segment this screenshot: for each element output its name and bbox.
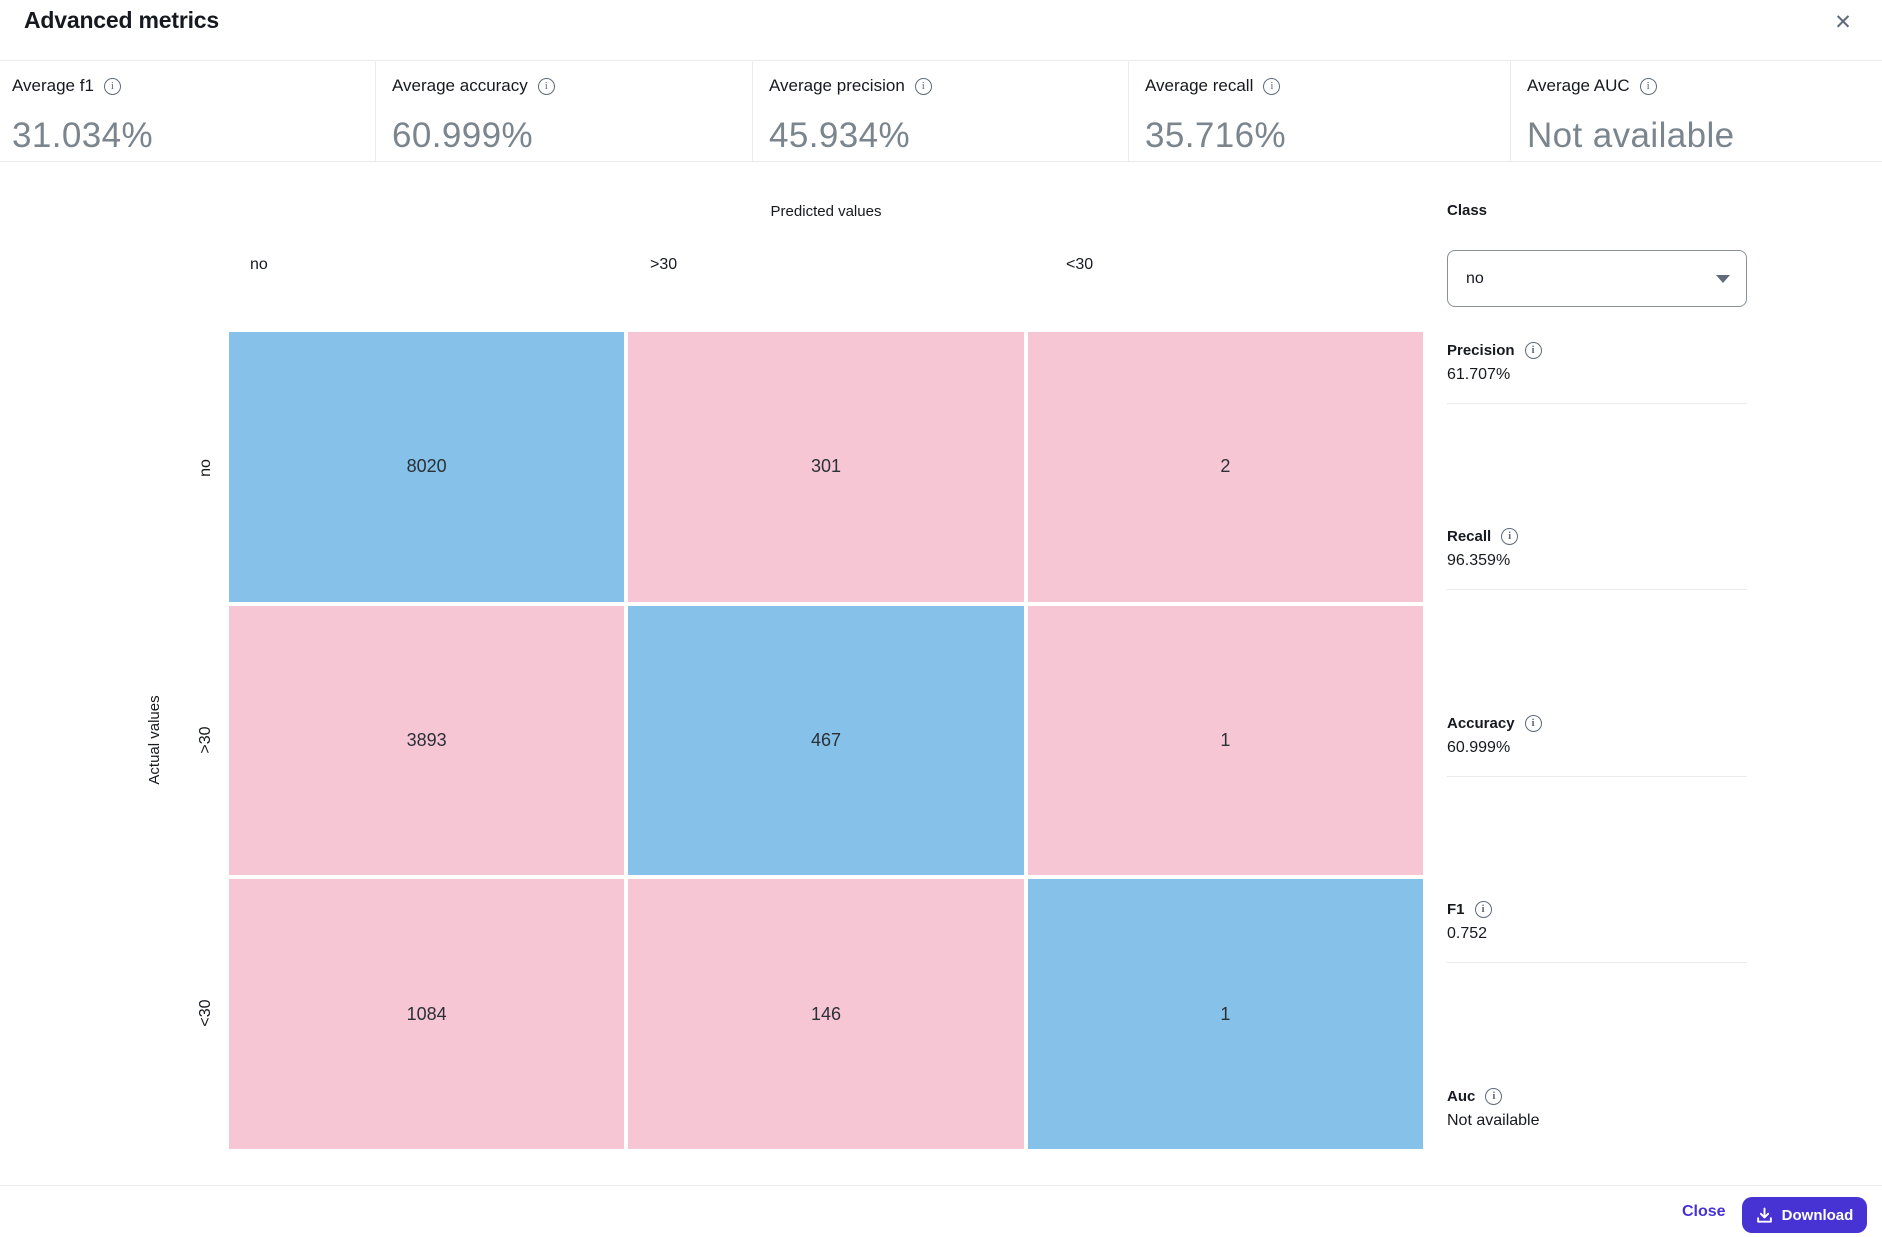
info-icon[interactable]: i: [1501, 528, 1519, 545]
download-icon: [1756, 1207, 1772, 1223]
metric-card-label: Average recall: [1145, 76, 1254, 95]
metric-card-value: 35.716%: [1145, 116, 1286, 155]
sidebar-metric: Precision i 61.707%: [1447, 342, 1747, 412]
sidebar-metric-value: 96.359%: [1447, 552, 1511, 569]
actual-values-axis-label: Actual values: [146, 695, 163, 785]
info-icon[interactable]: i: [1639, 77, 1657, 95]
metric-card-label: Average precision: [769, 76, 905, 95]
matrix-cell: 146: [628, 879, 1024, 1149]
info-icon[interactable]: i: [1524, 342, 1542, 359]
metric-card: Average f1 i 31.034%: [0, 61, 375, 161]
info-icon[interactable]: i: [1524, 715, 1542, 732]
info-icon[interactable]: i: [1485, 1088, 1503, 1105]
sidebar-divider: [1447, 589, 1747, 590]
chevron-down-icon: [1716, 274, 1730, 283]
metric-card: Average accuracy i 60.999%: [375, 61, 752, 161]
column-label: no: [250, 256, 268, 273]
info-icon[interactable]: i: [1263, 77, 1281, 95]
class-dropdown[interactable]: no: [1447, 250, 1747, 307]
sidebar-metric: Accuracy i 60.999%: [1447, 715, 1747, 785]
sidebar-metric-label: Precision: [1447, 342, 1515, 359]
sidebar-divider: [1447, 776, 1747, 777]
metric-card: Average AUC i Not available: [1510, 61, 1882, 161]
metric-card-value: Not available: [1527, 116, 1735, 155]
matrix-cell: 2: [1027, 332, 1423, 602]
sidebar-metric-value: Not available: [1447, 1112, 1540, 1129]
matrix-cell: 3893: [229, 605, 625, 876]
page-title: Advanced metrics: [24, 7, 219, 33]
metric-card-value: 60.999%: [392, 116, 533, 155]
info-icon[interactable]: i: [1474, 901, 1492, 918]
download-button[interactable]: Download: [1742, 1197, 1867, 1233]
sidebar-divider: [1447, 962, 1747, 963]
sidebar-divider: [1447, 403, 1747, 404]
close-button[interactable]: Close: [1682, 1203, 1726, 1220]
predicted-values-axis-label: Predicted values: [770, 203, 882, 220]
matrix-cell: 1: [1027, 879, 1423, 1149]
metric-card-label: Average AUC: [1527, 76, 1630, 95]
row-label: >30: [197, 726, 214, 754]
class-dropdown-value: no: [1466, 269, 1484, 287]
sidebar-metric-label: Recall: [1447, 528, 1492, 545]
class-label: Class: [1447, 202, 1488, 219]
sidebar-metric-label: Accuracy: [1447, 715, 1515, 732]
download-button-label: Download: [1781, 1206, 1854, 1224]
matrix-cell: 8020: [229, 332, 625, 602]
sidebar-metric-label: Auc: [1447, 1088, 1476, 1105]
metric-card-label: Average accuracy: [392, 76, 528, 95]
metric-card: Average precision i 45.934%: [752, 61, 1128, 161]
sidebar-metric: F1 i 0.752: [1447, 901, 1747, 971]
row-label: no: [197, 459, 214, 477]
sidebar-metric: Auc i Not available: [1447, 1088, 1747, 1158]
sidebar-metric-value: 0.752: [1447, 925, 1488, 942]
metric-card: Average recall i 35.716%: [1128, 61, 1510, 161]
info-icon[interactable]: i: [103, 77, 121, 95]
matrix-cell: 467: [628, 605, 1024, 876]
metric-card-value: 45.934%: [769, 116, 910, 155]
header-divider: [0, 60, 1882, 61]
matrix-cell: 1084: [229, 879, 625, 1149]
summary-metrics-row: Average f1 i 31.034% Average accuracy i …: [0, 61, 1882, 162]
metric-card-value: 31.034%: [12, 116, 153, 155]
sidebar-metric: Recall i 96.359%: [1447, 528, 1747, 598]
metric-card-label: Average f1: [12, 76, 94, 95]
row-label: <30: [197, 999, 214, 1027]
matrix-cell: 1: [1027, 605, 1423, 876]
column-label: >30: [650, 256, 678, 273]
sidebar-metric-value: 60.999%: [1447, 739, 1511, 756]
close-icon[interactable]: ✕: [1834, 10, 1852, 34]
info-icon[interactable]: i: [914, 77, 932, 95]
column-label: <30: [1066, 256, 1094, 273]
matrix-cell: 301: [628, 332, 1024, 602]
info-icon[interactable]: i: [537, 77, 555, 95]
footer-divider: [0, 1185, 1882, 1186]
confusion-matrix: 8020 301 2 3893 467 1 1084 146 1: [229, 332, 1423, 1149]
sidebar-metric-label: F1: [1447, 901, 1465, 918]
sidebar-metric-value: 61.707%: [1447, 366, 1511, 383]
